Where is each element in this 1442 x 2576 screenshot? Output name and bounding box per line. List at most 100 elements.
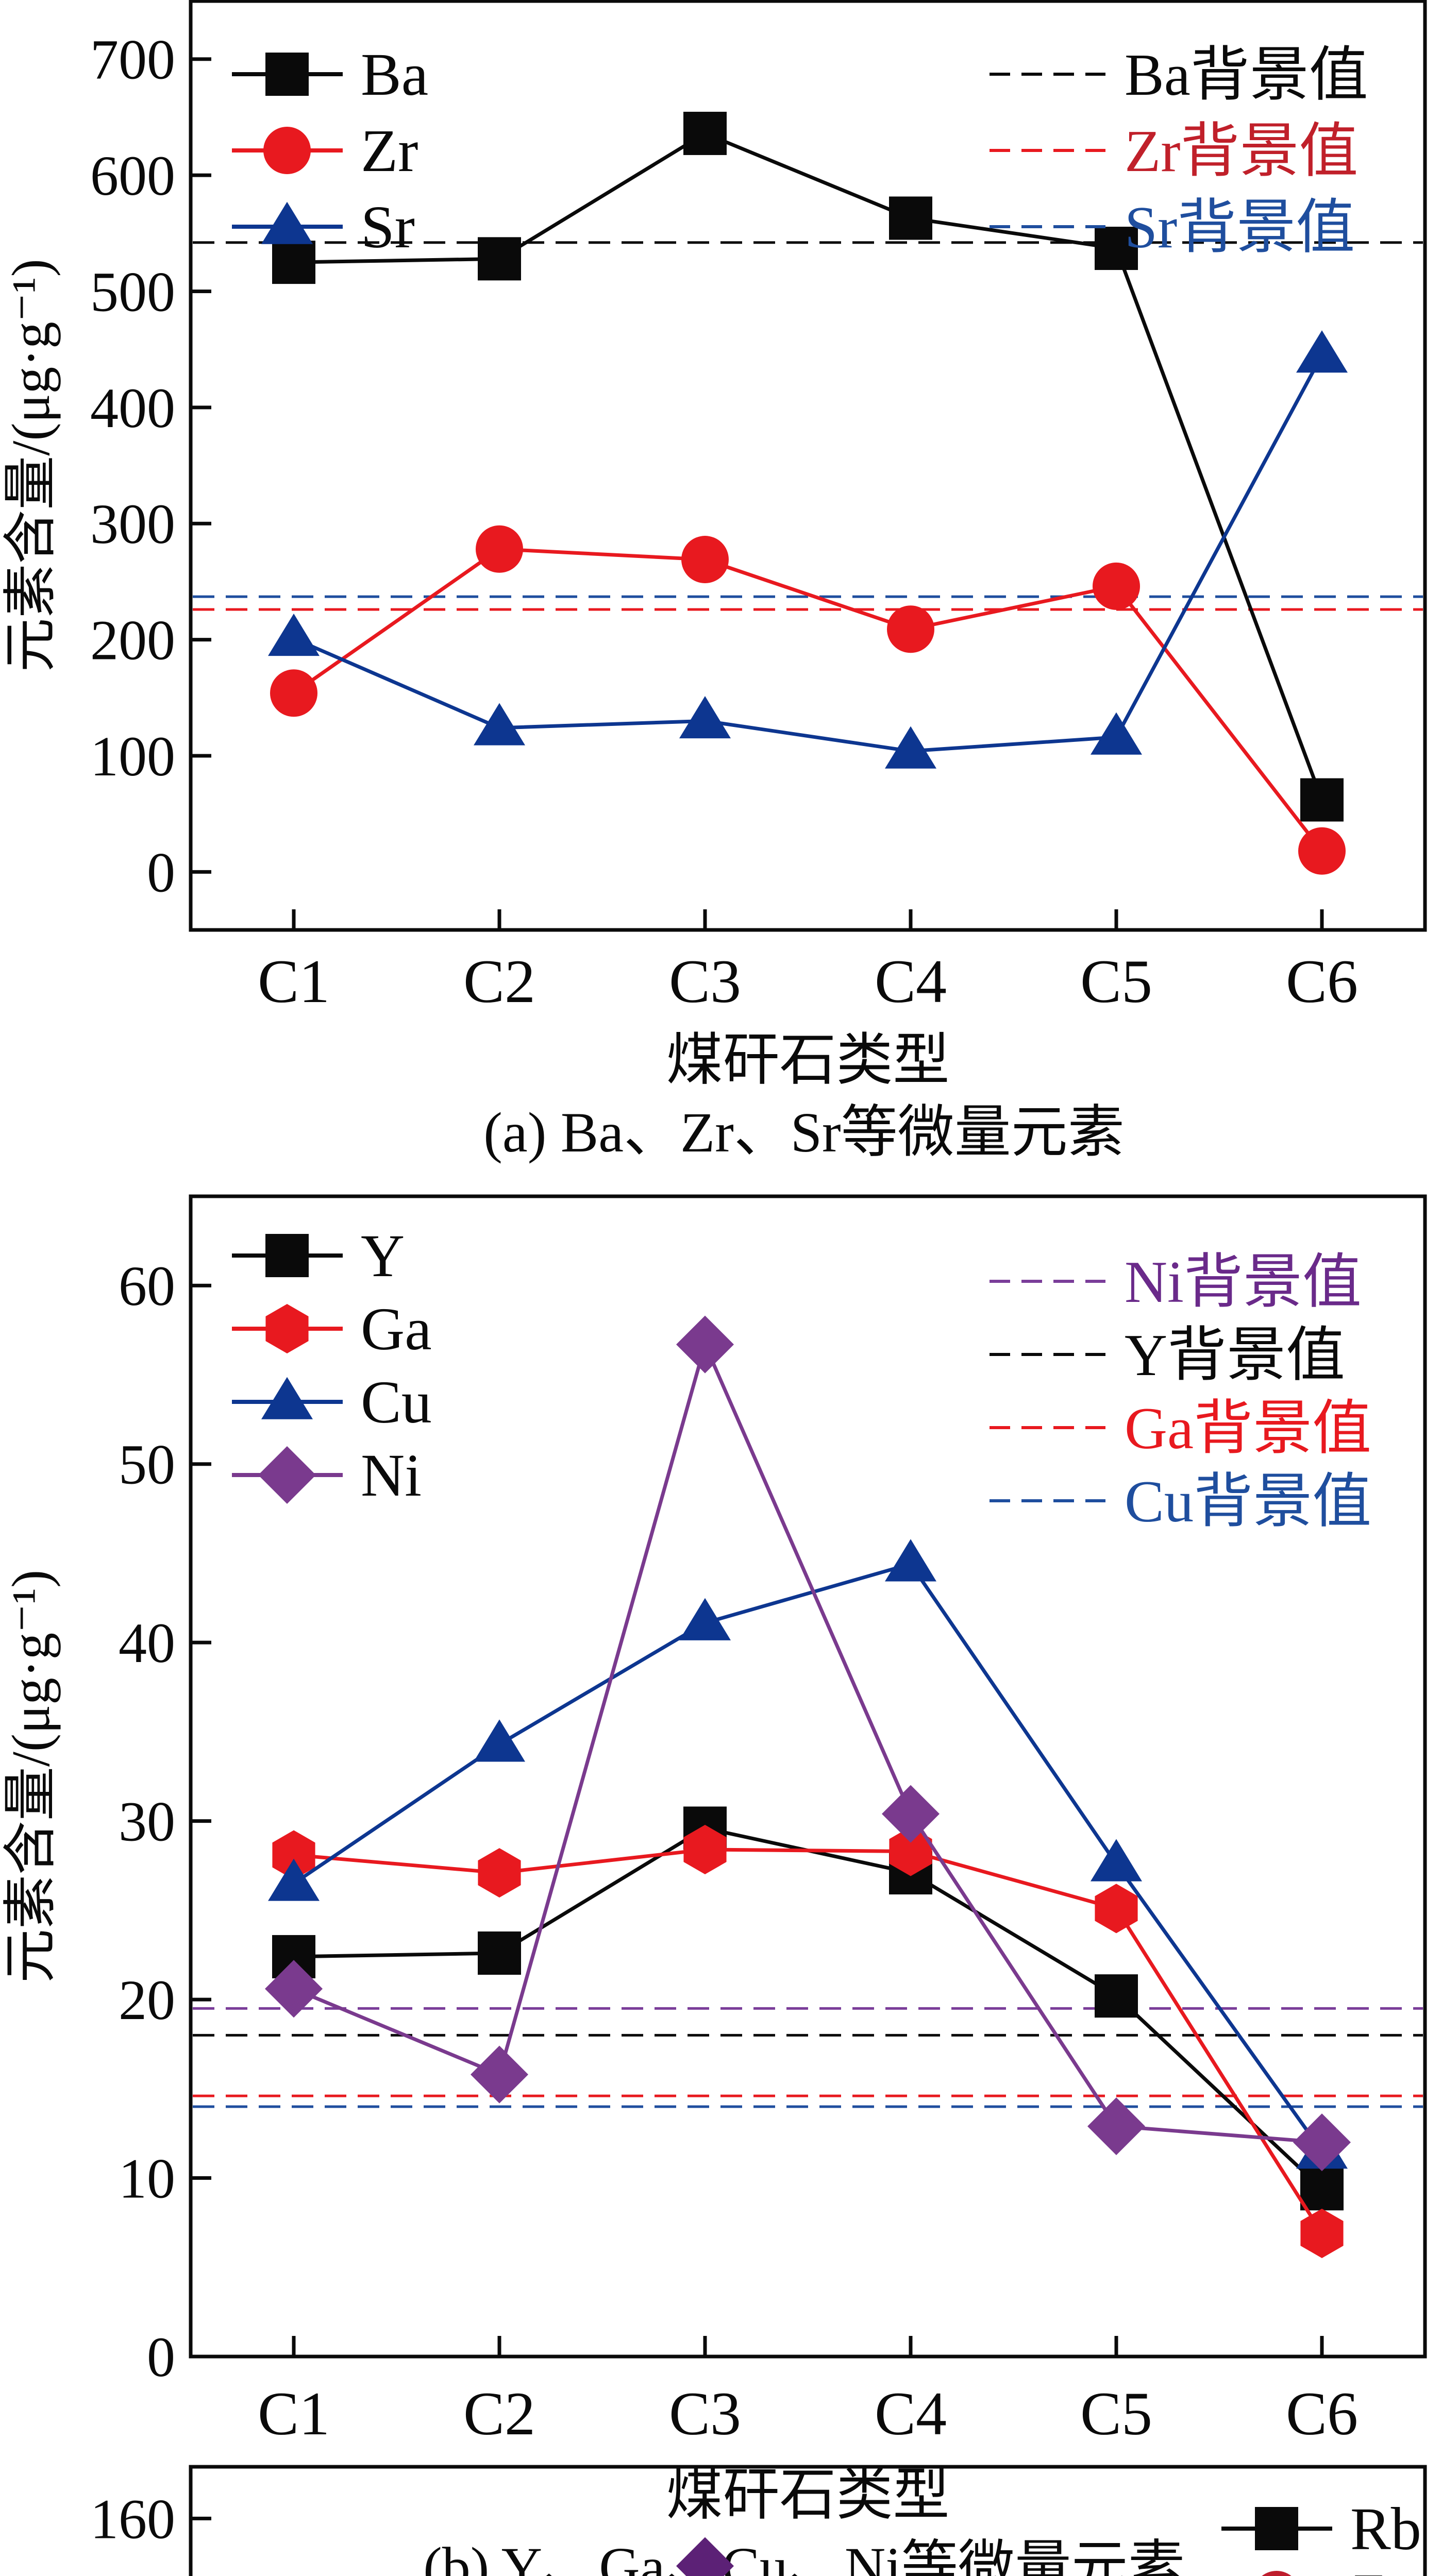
x-axis-title: 煤矸石类型 bbox=[666, 1029, 950, 1092]
data-point-sr-c2 bbox=[474, 703, 525, 745]
chart-panel-a: 0 100 200 300 400 500 600 700 C1 C2 C3 C4 C5 C6 煤矸石类型 元… bbox=[1, 0, 1427, 1164]
data-point-ba-c3 bbox=[683, 111, 727, 155]
legend-marker-diamond bbox=[258, 1446, 316, 1504]
data-point-zr-c5 bbox=[1093, 562, 1140, 610]
x-tick-label: C5 bbox=[1080, 947, 1152, 1015]
series-cu bbox=[268, 1539, 1348, 2169]
x-tick-label: C1 bbox=[258, 2379, 330, 2448]
legend-item-ba: Ba bbox=[232, 41, 428, 108]
plot-frame bbox=[189, 0, 1427, 932]
y-tick-label: 30 bbox=[119, 1790, 175, 1853]
legend-label: Y bbox=[361, 1222, 405, 1290]
data-point-y-c6 bbox=[1300, 2167, 1344, 2211]
data-point-ni-c5 bbox=[1087, 2097, 1145, 2156]
x-tick-label: C3 bbox=[669, 2379, 741, 2448]
data-point-cu-c5 bbox=[1091, 1839, 1142, 1882]
y-tick-label: 200 bbox=[90, 609, 175, 672]
legend-item-cu: Cu bbox=[232, 1368, 432, 1436]
data-point-ga-c5 bbox=[1095, 1884, 1138, 1934]
series-ga bbox=[272, 1825, 1344, 2258]
data-point-sr-c4 bbox=[885, 726, 936, 769]
legend-label: Ni bbox=[361, 1442, 422, 1509]
legend-marker-triangle bbox=[261, 1377, 313, 1419]
y-tick-label: 100 bbox=[90, 725, 175, 788]
series-v bbox=[676, 2537, 734, 2576]
data-point-zr-c4 bbox=[887, 605, 934, 653]
series-ba bbox=[272, 111, 1344, 822]
legend-label: Ga背景值 bbox=[1125, 1396, 1371, 1461]
data-point-ga-c2 bbox=[478, 1848, 521, 1898]
y-tick-label: 700 bbox=[90, 28, 175, 91]
y-tick-label: 500 bbox=[90, 260, 175, 323]
legend-label: Sr bbox=[361, 193, 415, 261]
y-axis-title: 元素含量/(μg·g⁻¹) bbox=[1, 259, 61, 672]
background-legend: Ba背景值 Zr背景值 Sr背景值 bbox=[990, 42, 1368, 260]
data-point-cu-c2 bbox=[474, 1719, 525, 1762]
legend-item-rb: Rb bbox=[1221, 2495, 1421, 2563]
y-tick-label: 0 bbox=[147, 2326, 175, 2388]
background-legend-item: Ba背景值 bbox=[990, 42, 1368, 108]
data-point-y-c5 bbox=[1095, 1974, 1138, 2018]
panel-caption: (a) Ba、Zr、Sr等微量元素 bbox=[483, 1101, 1124, 1164]
x-tick-label: C4 bbox=[875, 2379, 947, 2448]
plot-frame bbox=[189, 2465, 1427, 2576]
series-ni bbox=[265, 1315, 1351, 2172]
chart-panel-b: 0 10 20 30 40 50 60 C1 C2 C3 C4 C5 C6 煤矸石类型 元素含量/(μg·g… bbox=[1, 1194, 1427, 2576]
plot-frame bbox=[189, 1194, 1427, 2359]
y-tick-label: 20 bbox=[119, 1969, 175, 2031]
y-tick-label: 60 bbox=[119, 1255, 175, 1317]
chart-panel-c: 020406080100120140160C1C2C3C4C5C6煤矸石类型元素… bbox=[90, 2465, 1427, 2576]
series-sr bbox=[268, 330, 1348, 769]
background-legend-item: Cu背景值 bbox=[990, 1469, 1371, 1534]
legend-item-ga: Ga bbox=[232, 1295, 432, 1363]
data-point-ga-c3 bbox=[683, 1825, 727, 1875]
x-tick-label: C1 bbox=[258, 947, 330, 1015]
x-tick-label: C6 bbox=[1286, 947, 1358, 1015]
legend-item-zn: Zn bbox=[1262, 2561, 1418, 2576]
y-tick-label: 40 bbox=[119, 1612, 175, 1674]
x-tick-label: C6 bbox=[1286, 2379, 1358, 2448]
data-point-ba-c6 bbox=[1300, 778, 1344, 822]
data-point-cu-c3 bbox=[679, 1598, 731, 1640]
series-line-sr bbox=[293, 354, 1324, 753]
series-legend: RbZnCrV bbox=[1221, 2495, 1421, 2576]
legend-label: Zr bbox=[361, 117, 418, 184]
legend-marker-circle bbox=[263, 127, 311, 174]
data-point-sr-c1 bbox=[268, 614, 320, 656]
background-legend-item: Sr背景值 bbox=[990, 195, 1355, 260]
y-axis-title: 元素含量/(μg·g⁻¹) bbox=[1, 1570, 61, 1983]
legend-item-sr: Sr bbox=[232, 193, 415, 261]
legend-label: Y背景值 bbox=[1125, 1323, 1345, 1388]
data-point-ba-c5 bbox=[1095, 227, 1138, 270]
y-tick-label: 600 bbox=[90, 144, 175, 207]
legend-marker-square bbox=[1255, 2507, 1298, 2550]
x-tick-label: C4 bbox=[875, 947, 947, 1015]
legend-marker-hexagon bbox=[265, 1304, 309, 1353]
x-tick-label: C2 bbox=[463, 947, 535, 1015]
data-point-ba-c4 bbox=[889, 196, 932, 240]
data-point-ni-c3 bbox=[676, 1315, 734, 1374]
series-line-cu bbox=[293, 1562, 1323, 2153]
data-point-ga-c4 bbox=[889, 1826, 932, 1876]
legend-marker-square bbox=[265, 1234, 309, 1277]
background-legend-item: Ga背景值 bbox=[990, 1396, 1371, 1461]
x-tick-label: C3 bbox=[669, 947, 741, 1015]
legend-item-zr: Zr bbox=[232, 117, 418, 184]
legend-marker-square bbox=[265, 53, 309, 96]
series-line-ba bbox=[293, 131, 1324, 801]
y-tick-label: 0 bbox=[147, 841, 175, 904]
data-point-ba-c2 bbox=[478, 237, 521, 281]
y-tick-label: 50 bbox=[119, 1433, 175, 1496]
background-legend-item: Y背景值 bbox=[990, 1323, 1345, 1388]
legend-label: Ba bbox=[361, 41, 428, 108]
x-tick-label: C2 bbox=[463, 2379, 535, 2448]
series-line-ni bbox=[293, 1339, 1322, 2144]
y-tick-label: 10 bbox=[119, 2147, 175, 2210]
legend-label: Sr背景值 bbox=[1125, 195, 1355, 260]
y-tick-label: 400 bbox=[90, 377, 175, 439]
data-point-zr-c2 bbox=[476, 525, 523, 573]
legend-label: Ba背景值 bbox=[1125, 42, 1368, 108]
data-point-cu-c1 bbox=[268, 1858, 320, 1901]
